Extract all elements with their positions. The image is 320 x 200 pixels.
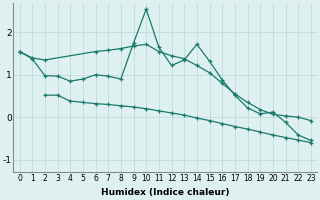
X-axis label: Humidex (Indice chaleur): Humidex (Indice chaleur): [101, 188, 229, 197]
